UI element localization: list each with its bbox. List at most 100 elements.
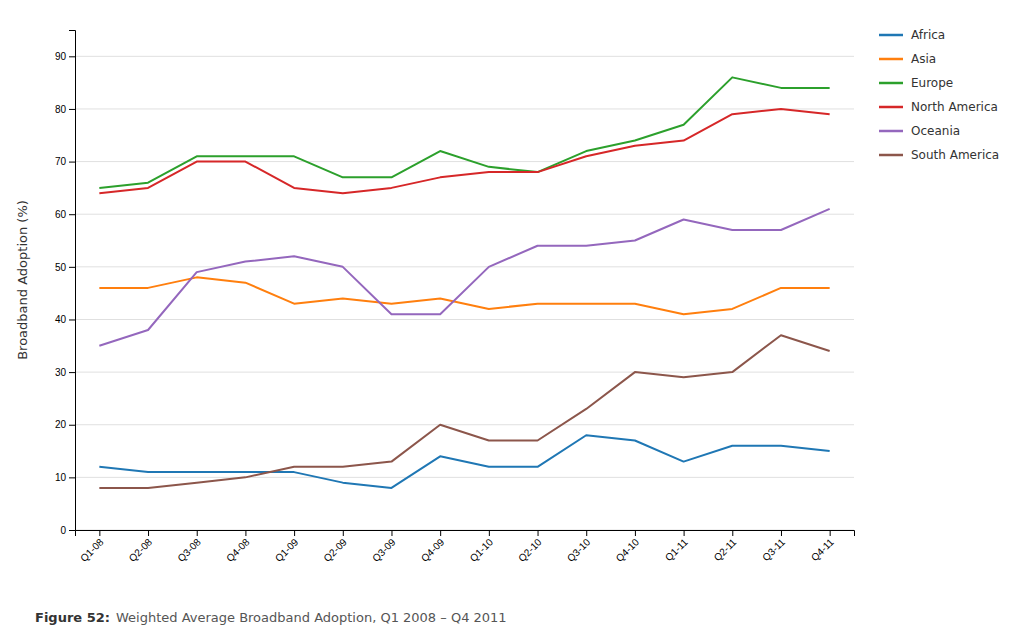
y-tick-label: 90 bbox=[55, 51, 67, 62]
legend-swatch bbox=[879, 58, 903, 61]
x-tick: Q2-11 bbox=[712, 530, 739, 563]
legend-swatch bbox=[879, 154, 903, 157]
y-tick: 80 bbox=[55, 104, 75, 115]
y-tick-label: 50 bbox=[55, 262, 67, 273]
x-tick: Q1-10 bbox=[468, 530, 496, 564]
legend-swatch bbox=[879, 82, 903, 85]
x-tick-mark bbox=[99, 530, 100, 536]
legend-label: Oceania bbox=[911, 124, 960, 138]
y-axis: 0 10 20 30 40 50 60 70 80 90 bbox=[55, 31, 76, 536]
y-axis-title: Broadband Adoption (%) bbox=[15, 200, 30, 360]
line-series bbox=[99, 277, 829, 314]
line-series bbox=[99, 335, 829, 488]
y-tick: 60 bbox=[55, 209, 75, 220]
x-tick-label: Q4-10 bbox=[614, 536, 642, 564]
x-tick-mark bbox=[538, 530, 539, 536]
x-tick-mark bbox=[343, 530, 344, 536]
x-tick: Q4-08 bbox=[224, 530, 252, 564]
grid-line bbox=[75, 108, 854, 109]
x-tick: Q2-09 bbox=[322, 530, 350, 564]
x-tick-label: Q1-11 bbox=[663, 536, 690, 563]
x-tick-mark bbox=[245, 530, 246, 536]
y-tick: 70 bbox=[55, 156, 75, 167]
x-axis-line bbox=[76, 531, 855, 537]
y-tick-mark bbox=[69, 162, 75, 163]
legend: Africa Asia Europe North America Oceania Sout… bbox=[879, 28, 999, 162]
x-tick: Q3-10 bbox=[565, 530, 593, 564]
y-tick-label: 20 bbox=[55, 419, 67, 430]
grid-line bbox=[75, 424, 854, 425]
y-tick-label: 70 bbox=[55, 156, 67, 167]
caption: Weighted Average Broadband Adoption, Q1 … bbox=[116, 610, 507, 625]
legend-item: North America bbox=[879, 100, 998, 114]
caption: Figure 52: bbox=[35, 610, 110, 625]
x-tick: Q4-09 bbox=[419, 530, 447, 564]
y-tick-label: 80 bbox=[55, 104, 67, 115]
y-tick: 0 bbox=[60, 525, 75, 536]
grid bbox=[75, 56, 854, 530]
x-tick-label: Q1-09 bbox=[273, 536, 301, 564]
x-tick-mark bbox=[586, 530, 587, 536]
line-series bbox=[99, 109, 829, 193]
y-tick-mark bbox=[69, 319, 75, 320]
y-tick-label: 30 bbox=[55, 367, 67, 378]
x-tick: Q1-11 bbox=[663, 530, 690, 563]
x-tick-mark bbox=[489, 530, 490, 536]
grid-line bbox=[75, 266, 854, 267]
plot-area: 0 10 20 30 40 50 60 70 80 90 Q1-08 Q2-08 Q3-08 Q4-08 Q… bbox=[15, 31, 855, 564]
x-tick-label: Q3-11 bbox=[760, 536, 787, 563]
legend-swatch bbox=[879, 34, 903, 37]
y-tick-mark bbox=[69, 267, 75, 268]
grid-line bbox=[75, 56, 854, 57]
legend-item: Africa bbox=[879, 28, 945, 42]
x-tick-label: Q2-10 bbox=[516, 536, 544, 564]
y-tick: 40 bbox=[55, 314, 75, 325]
grid-line bbox=[75, 319, 854, 320]
y-tick-label: 40 bbox=[55, 314, 67, 325]
x-tick: Q1-09 bbox=[273, 530, 301, 564]
y-tick-mark bbox=[69, 477, 75, 478]
chart-svg: 0 10 20 30 40 50 60 70 80 90 Q1-08 Q2-08 Q3-08 Q4-08 Q… bbox=[0, 0, 1024, 640]
x-tick-label: Q4-08 bbox=[224, 536, 252, 564]
x-tick-label: Q2-08 bbox=[127, 536, 155, 564]
y-tick: 90 bbox=[55, 51, 75, 62]
x-tick: Q4-10 bbox=[614, 530, 642, 564]
x-tick: Q4-11 bbox=[809, 530, 836, 563]
legend-label: North America bbox=[911, 100, 998, 114]
legend-swatch bbox=[879, 106, 903, 109]
x-tick-label: Q4-09 bbox=[419, 536, 447, 564]
legend-label: Europe bbox=[911, 76, 953, 90]
x-tick-mark bbox=[635, 530, 636, 536]
x-tick: Q1-08 bbox=[78, 530, 106, 564]
grid-line bbox=[75, 477, 854, 478]
legend-item: Oceania bbox=[879, 124, 960, 138]
legend-item: South America bbox=[879, 148, 999, 162]
x-tick: Q2-10 bbox=[516, 530, 544, 564]
y-tick-label: 0 bbox=[60, 525, 66, 536]
line-series bbox=[99, 77, 829, 188]
legend-swatch bbox=[879, 130, 903, 133]
y-tick-mark bbox=[69, 425, 75, 426]
x-tick-label: Q4-11 bbox=[809, 536, 836, 563]
grid-line bbox=[75, 214, 854, 215]
x-tick-mark bbox=[830, 530, 831, 536]
x-tick-mark bbox=[732, 530, 733, 536]
y-tick-mark bbox=[69, 214, 75, 215]
x-tick: Q3-11 bbox=[760, 530, 787, 563]
y-axis-line bbox=[69, 31, 76, 531]
y-tick: 30 bbox=[55, 367, 75, 378]
x-tick-mark bbox=[294, 530, 295, 536]
x-tick-mark bbox=[148, 530, 149, 536]
x-tick-label: Q3-08 bbox=[175, 536, 203, 564]
line-series bbox=[99, 209, 829, 346]
x-tick: Q3-09 bbox=[370, 530, 398, 564]
y-tick-label: 60 bbox=[55, 209, 67, 220]
x-tick-label: Q3-10 bbox=[565, 536, 593, 564]
legend-label: South America bbox=[911, 148, 999, 162]
x-tick-mark bbox=[781, 530, 782, 536]
series-group bbox=[99, 77, 829, 488]
x-tick-mark bbox=[440, 530, 441, 536]
y-tick: 50 bbox=[55, 262, 75, 273]
y-tick-label: 10 bbox=[55, 472, 67, 483]
legend-label: Asia bbox=[911, 52, 936, 66]
